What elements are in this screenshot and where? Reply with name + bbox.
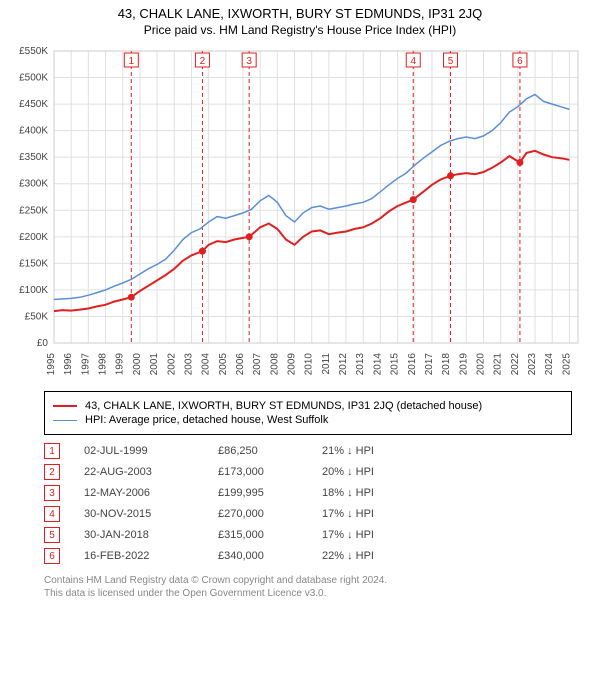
svg-text:1999: 1999 (115, 353, 126, 376)
sale-hpi-diff: 18% ↓ HPI (322, 487, 422, 499)
svg-text:4: 4 (410, 56, 416, 67)
svg-text:2013: 2013 (355, 353, 366, 376)
sale-marker-box: 6 (44, 548, 60, 564)
svg-text:2022: 2022 (510, 353, 521, 376)
legend-swatch-red (53, 405, 77, 407)
sale-date: 02-JUL-1999 (84, 445, 194, 457)
footnote: Contains HM Land Registry data © Crown c… (44, 574, 572, 600)
svg-text:£250K: £250K (19, 205, 48, 216)
sales-table: 1 02-JUL-1999 £86,250 21% ↓ HPI 2 22-AUG-2003… (44, 443, 572, 564)
svg-text:5: 5 (448, 56, 454, 67)
sale-hpi-diff: 22% ↓ HPI (322, 550, 422, 562)
svg-text:£0: £0 (37, 338, 49, 349)
sale-price: £270,000 (218, 508, 298, 520)
svg-text:£400K: £400K (19, 126, 48, 137)
sale-price: £315,000 (218, 529, 298, 541)
sale-row: 3 12-MAY-2006 £199,995 18% ↓ HPI (44, 485, 572, 501)
sale-row: 2 22-AUG-2003 £173,000 20% ↓ HPI (44, 464, 572, 480)
legend-swatch-blue (53, 420, 77, 421)
svg-text:£350K: £350K (19, 152, 48, 163)
svg-text:2017: 2017 (424, 353, 435, 376)
svg-text:2023: 2023 (527, 353, 538, 376)
sale-price: £173,000 (218, 466, 298, 478)
sale-row: 6 16-FEB-2022 £340,000 22% ↓ HPI (44, 548, 572, 564)
svg-text:2012: 2012 (338, 353, 349, 376)
legend: 43, CHALK LANE, IXWORTH, BURY ST EDMUNDS… (44, 391, 572, 435)
svg-text:1: 1 (129, 56, 135, 67)
page-subtitle: Price paid vs. HM Land Registry's House … (0, 23, 600, 37)
svg-text:2014: 2014 (372, 353, 383, 376)
svg-text:£150K: £150K (19, 258, 48, 269)
svg-text:£200K: £200K (19, 232, 48, 243)
svg-text:2006: 2006 (235, 353, 246, 376)
sale-marker-box: 1 (44, 443, 60, 459)
legend-row-red: 43, CHALK LANE, IXWORTH, BURY ST EDMUNDS… (53, 400, 563, 412)
svg-text:2018: 2018 (441, 353, 452, 376)
svg-text:2001: 2001 (149, 353, 160, 376)
sale-price: £340,000 (218, 550, 298, 562)
legend-row-blue: HPI: Average price, detached house, West… (53, 414, 563, 426)
svg-text:2020: 2020 (476, 353, 487, 376)
svg-text:3: 3 (246, 56, 252, 67)
sale-price: £199,995 (218, 487, 298, 499)
sale-date: 12-MAY-2006 (84, 487, 194, 499)
sale-row: 4 30-NOV-2015 £270,000 17% ↓ HPI (44, 506, 572, 522)
sale-date: 30-JAN-2018 (84, 529, 194, 541)
page-title-address: 43, CHALK LANE, IXWORTH, BURY ST EDMUNDS… (0, 6, 600, 21)
svg-text:£500K: £500K (19, 73, 48, 84)
svg-text:£450K: £450K (19, 99, 48, 110)
svg-text:2025: 2025 (561, 353, 572, 376)
price-chart: £0 £50K £100K £150K £200K £250K £300K £350K £400… (10, 43, 590, 383)
svg-text:1995: 1995 (46, 353, 57, 376)
svg-text:2003: 2003 (183, 353, 194, 376)
footnote-line2: This data is licensed under the Open Gov… (44, 587, 572, 600)
sale-marker-box: 4 (44, 506, 60, 522)
sale-date: 30-NOV-2015 (84, 508, 194, 520)
sale-hpi-diff: 21% ↓ HPI (322, 445, 422, 457)
sale-marker-box: 5 (44, 527, 60, 543)
svg-text:2016: 2016 (407, 353, 418, 376)
svg-text:2005: 2005 (218, 353, 229, 376)
svg-text:£300K: £300K (19, 179, 48, 190)
svg-text:2011: 2011 (321, 353, 332, 375)
svg-text:1998: 1998 (98, 353, 109, 376)
svg-text:2: 2 (200, 56, 206, 67)
svg-text:£50K: £50K (25, 311, 49, 322)
sale-date: 22-AUG-2003 (84, 466, 194, 478)
sale-row: 1 02-JUL-1999 £86,250 21% ↓ HPI (44, 443, 572, 459)
sale-marker-box: 3 (44, 485, 60, 501)
svg-text:2000: 2000 (132, 353, 143, 376)
svg-text:6: 6 (517, 56, 523, 67)
svg-text:2002: 2002 (166, 353, 177, 376)
svg-text:2008: 2008 (269, 353, 280, 376)
svg-text:1997: 1997 (80, 353, 91, 376)
sale-price: £86,250 (218, 445, 298, 457)
chart-svg: £0 £50K £100K £150K £200K £250K £300K £350K £400… (10, 43, 590, 383)
footnote-line1: Contains HM Land Registry data © Crown c… (44, 574, 572, 587)
svg-text:2015: 2015 (390, 353, 401, 376)
legend-label-blue: HPI: Average price, detached house, West… (85, 414, 328, 426)
svg-text:2007: 2007 (252, 353, 263, 376)
svg-text:2010: 2010 (304, 353, 315, 376)
legend-label-red: 43, CHALK LANE, IXWORTH, BURY ST EDMUNDS… (85, 400, 482, 412)
svg-text:2021: 2021 (493, 353, 504, 376)
svg-text:2024: 2024 (544, 353, 555, 376)
sale-hpi-diff: 20% ↓ HPI (322, 466, 422, 478)
svg-text:2004: 2004 (201, 353, 212, 376)
sale-date: 16-FEB-2022 (84, 550, 194, 562)
svg-text:£550K: £550K (19, 46, 48, 57)
sale-row: 5 30-JAN-2018 £315,000 17% ↓ HPI (44, 527, 572, 543)
svg-text:£100K: £100K (19, 285, 48, 296)
svg-text:2019: 2019 (458, 353, 469, 376)
sale-marker-box: 2 (44, 464, 60, 480)
sale-hpi-diff: 17% ↓ HPI (322, 529, 422, 541)
svg-text:1996: 1996 (63, 353, 74, 376)
svg-text:2009: 2009 (287, 353, 298, 376)
sale-hpi-diff: 17% ↓ HPI (322, 508, 422, 520)
